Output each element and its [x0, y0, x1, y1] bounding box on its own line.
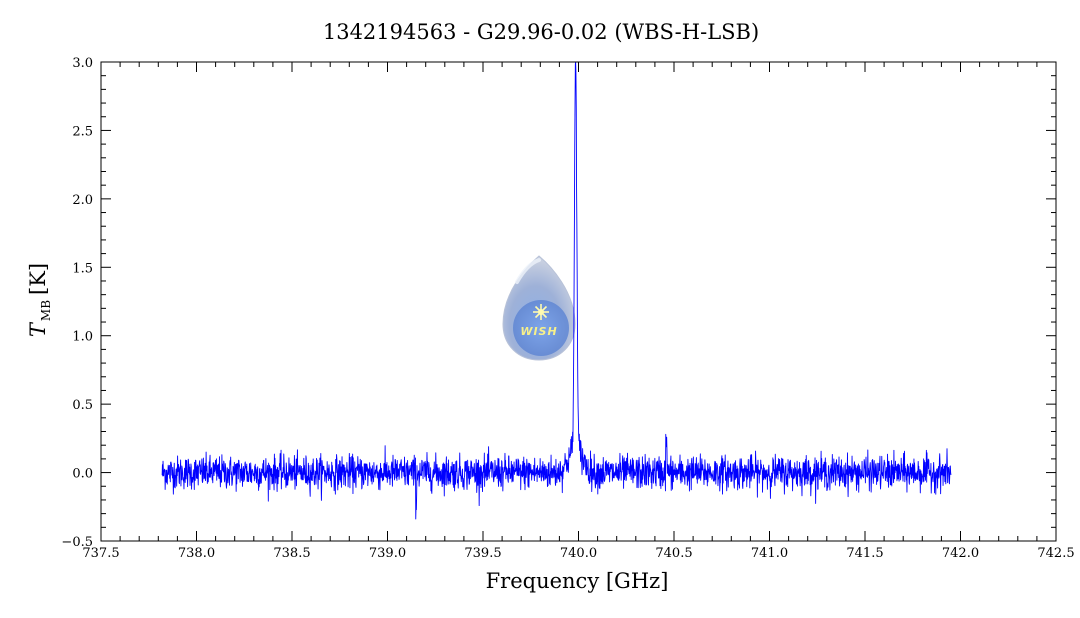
tick-labels: 737.5 738.0 738.5 739.0 739.5 740.0 740.5 741.0…: [61, 56, 1074, 561]
y-tick-label: 0.0: [72, 467, 93, 482]
y-axis-label-unit: [K]: [26, 263, 50, 295]
x-tick-label: 738.0: [178, 546, 215, 561]
y-axis-label-main: T: [26, 321, 50, 337]
wish-logo: WISH: [502, 255, 576, 361]
x-tick-label: 739.5: [464, 546, 501, 561]
plot-frame: [100, 61, 1057, 542]
y-tick-label: 2.5: [72, 124, 93, 139]
svg-text:TMB[K]: TMB [K]: [26, 263, 53, 337]
star-icon: [533, 304, 549, 320]
y-tick-label: 1.0: [72, 330, 93, 345]
x-tick-label: 741.0: [751, 546, 788, 561]
x-tick-label: 742.5: [1037, 546, 1074, 561]
x-tick-label: 738.5: [273, 546, 310, 561]
y-tick-label: 0.5: [72, 398, 93, 413]
y-tick-label: 1.5: [72, 261, 93, 276]
chart-title: 1342194563 - G29.96-0.02 (WBS-H-LSB): [323, 20, 759, 44]
x-tick-label: 740.5: [655, 546, 692, 561]
y-tick-label: −0.5: [61, 535, 93, 550]
x-tick-label: 742.0: [942, 546, 979, 561]
wish-logo-text: WISH: [520, 325, 557, 338]
y-axis-label-sub: MB: [39, 300, 53, 321]
y-tick-label: 2.0: [72, 193, 93, 208]
x-tick-label: 739.0: [369, 546, 406, 561]
spectrum-series-line: [161, 61, 952, 520]
y-axis-label: TMB [K]: [26, 263, 53, 337]
x-tick-label: 737.5: [82, 546, 119, 561]
x-axis-label: Frequency [GHz]: [486, 569, 669, 593]
y-tick-label: 3.0: [72, 56, 93, 71]
x-tick-label: 741.5: [846, 546, 883, 561]
x-tick-label: 740.0: [560, 546, 597, 561]
